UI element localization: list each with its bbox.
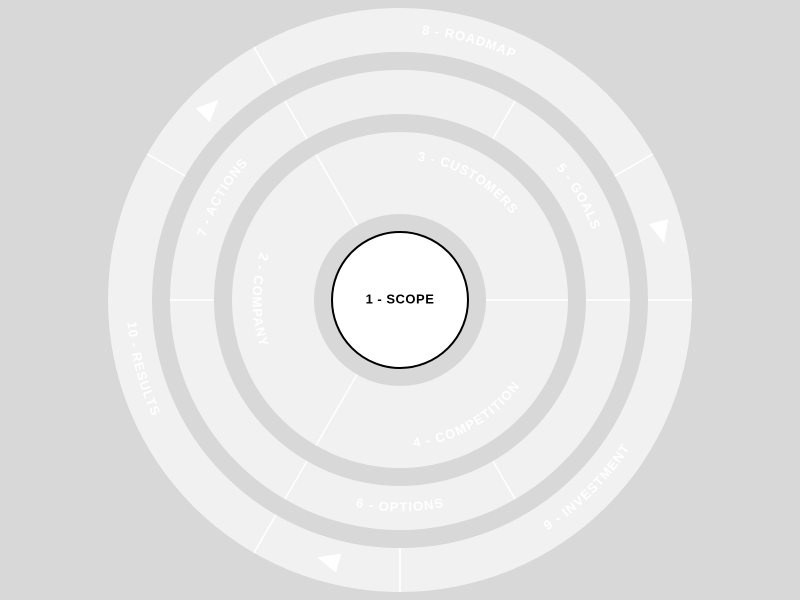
center-label: 1 - SCOPE — [366, 291, 435, 306]
circular-framework-diagram: 2 - COMPANY3 - CUSTOMERS4 - COMPETITION5… — [0, 0, 800, 600]
